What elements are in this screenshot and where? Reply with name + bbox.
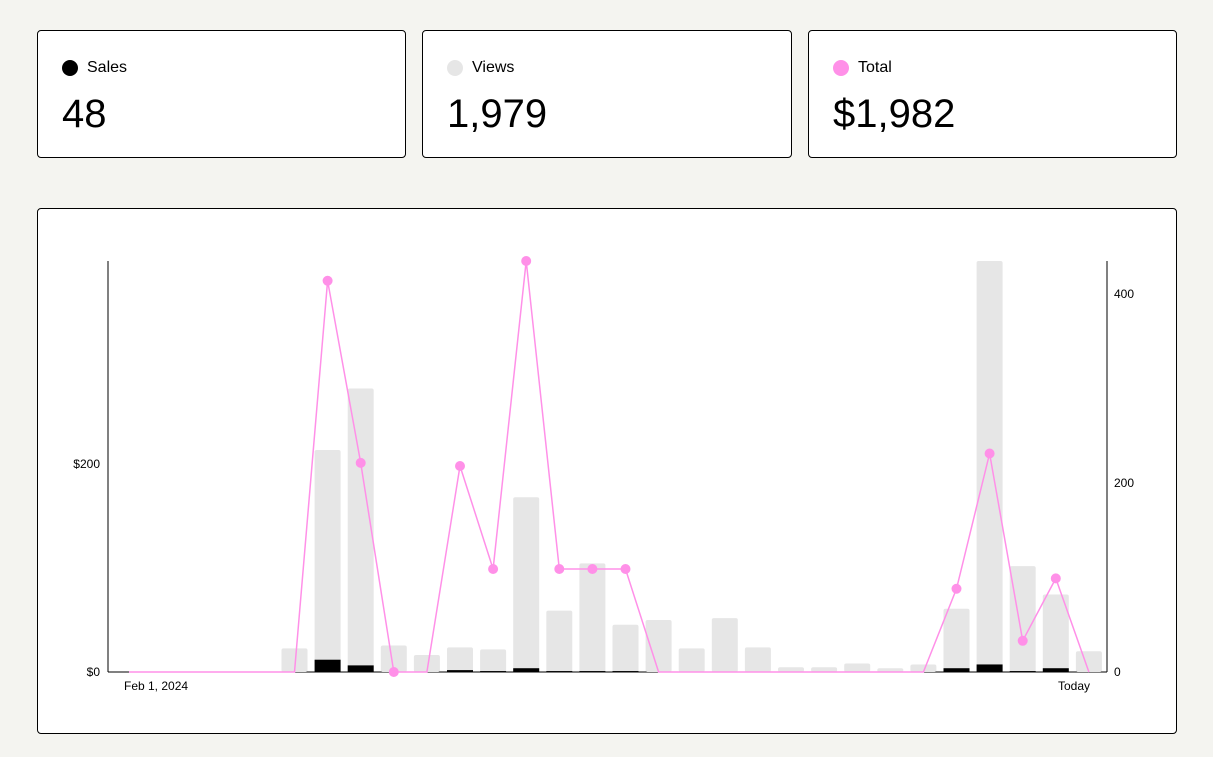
total-point <box>322 275 333 286</box>
x-axis-end-label: Today <box>1058 679 1090 693</box>
views-bar <box>513 497 540 672</box>
sales-chart: $0 $200 0 200 400 Feb 1, 2024 Today <box>73 256 1134 693</box>
views-bar <box>778 667 804 672</box>
views-bar <box>281 648 308 672</box>
total-label: Total <box>858 59 892 76</box>
x-axis-start-label: Feb 1, 2024 <box>124 679 188 693</box>
sales-bar <box>579 671 606 672</box>
views-bar <box>612 624 639 672</box>
total-value: $1,982 <box>833 92 956 136</box>
views-bar <box>976 261 1003 672</box>
right-axis-tick-label: 0 <box>1114 665 1121 679</box>
sales-value: 48 <box>62 92 107 136</box>
total-point <box>388 667 399 677</box>
sales-bar <box>447 670 473 672</box>
views-value: 1,979 <box>447 92 548 136</box>
left-axis-tick-label: $0 <box>87 665 101 679</box>
total-point <box>554 563 565 574</box>
sales-bar <box>314 659 341 672</box>
views-bar <box>744 647 771 672</box>
sales-bar <box>976 664 1003 672</box>
views-bar <box>678 648 705 672</box>
views-bar <box>447 647 473 672</box>
views-bar <box>844 663 871 672</box>
views-bar <box>347 388 374 672</box>
total-point <box>1050 573 1061 584</box>
views-bar <box>380 645 407 672</box>
total-point <box>984 448 995 459</box>
sales-bar <box>513 668 540 672</box>
views-bar <box>811 667 838 672</box>
views-bar <box>579 563 606 672</box>
views-bar <box>877 668 904 672</box>
views-bar <box>910 664 937 672</box>
views-bar <box>413 654 440 672</box>
sales-label: Sales <box>87 59 128 76</box>
sales-chart-panel: $0 $200 0 200 400 Feb 1, 2024 Today <box>37 208 1177 734</box>
views-bar <box>711 618 738 672</box>
total-point <box>620 563 631 574</box>
total-point <box>1017 635 1028 646</box>
sales-bar <box>943 668 970 672</box>
views-bar <box>1042 594 1069 672</box>
sales-bar <box>546 671 573 672</box>
total-point <box>488 563 499 574</box>
total-point <box>951 583 962 594</box>
sales-stat-card: Sales 48 <box>37 30 406 158</box>
sales-bar <box>612 671 639 672</box>
views-legend-dot <box>447 60 463 76</box>
total-point <box>521 256 532 266</box>
right-axis-tick-label: 400 <box>1114 287 1134 301</box>
sales-bar <box>1009 671 1036 672</box>
total-point <box>355 457 366 468</box>
views-bar <box>1009 566 1036 672</box>
views-bar <box>943 608 970 672</box>
sales-bar <box>480 671 507 672</box>
views-bar <box>1075 651 1102 672</box>
views-bar <box>480 649 507 672</box>
right-axis-tick-label: 200 <box>1114 476 1134 490</box>
total-stat-card: Total $1,982 <box>808 30 1177 158</box>
views-stat-card: Views 1,979 <box>422 30 792 158</box>
total-point <box>587 563 598 574</box>
views-bar <box>546 610 573 672</box>
total-line <box>129 260 1090 673</box>
left-axis-tick-label: $200 <box>73 457 100 471</box>
total-point <box>455 460 465 471</box>
sales-bar <box>347 665 374 672</box>
views-bar <box>645 620 672 672</box>
sales-legend-dot <box>62 60 78 76</box>
views-label: Views <box>472 59 515 76</box>
total-legend-dot <box>833 60 849 76</box>
sales-bar <box>1042 668 1069 672</box>
views-bar <box>314 449 341 672</box>
